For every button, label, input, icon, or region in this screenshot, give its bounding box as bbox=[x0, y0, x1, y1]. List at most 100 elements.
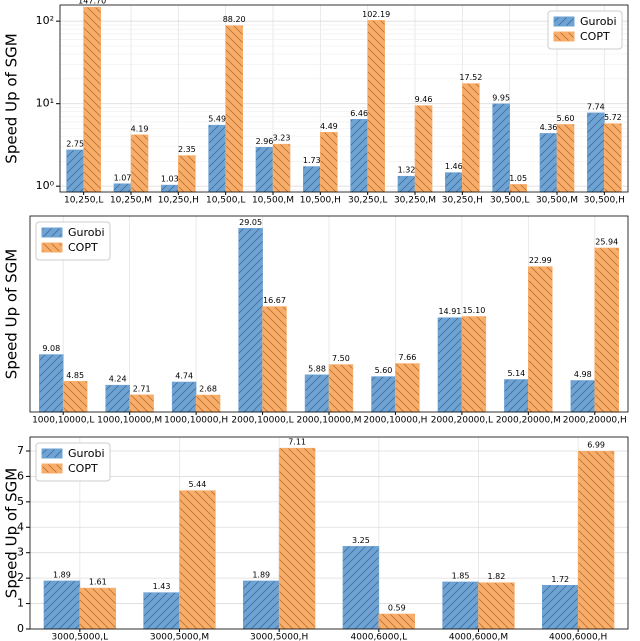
value-label: 5.72 bbox=[604, 113, 622, 122]
x-tick-label: 30,500,M bbox=[536, 196, 578, 206]
value-label: 1.43 bbox=[153, 582, 171, 591]
bar bbox=[414, 105, 433, 193]
bar bbox=[371, 376, 396, 413]
x-tick-label: 3000,5000,M bbox=[150, 633, 209, 641]
value-label: 6.99 bbox=[587, 441, 605, 450]
y-tick-label: 10⁰ bbox=[36, 179, 55, 192]
bar bbox=[39, 354, 64, 413]
value-label: 9.46 bbox=[415, 95, 433, 104]
x-tick-label: 10,500,M bbox=[252, 196, 294, 206]
legend-label: COPT bbox=[68, 241, 98, 254]
bar bbox=[478, 582, 515, 630]
legend-swatch bbox=[41, 463, 63, 474]
bar bbox=[238, 228, 263, 413]
x-tick-label: 10,500,L bbox=[206, 196, 245, 206]
bar bbox=[160, 184, 179, 193]
value-label: 4.85 bbox=[66, 371, 84, 380]
value-label: 2.35 bbox=[178, 145, 196, 154]
value-label: 3.25 bbox=[352, 536, 370, 545]
value-label: 15.10 bbox=[462, 306, 485, 315]
value-label: 17.52 bbox=[459, 73, 482, 82]
value-label: 4.49 bbox=[320, 122, 338, 131]
value-label: 1.82 bbox=[488, 572, 506, 581]
bar bbox=[378, 613, 416, 630]
x-tick-label: 30,250,L bbox=[348, 196, 387, 206]
value-label: 88.20 bbox=[223, 15, 246, 24]
bar bbox=[342, 546, 380, 630]
x-tick-label: 2000,10000,M bbox=[296, 416, 361, 426]
value-label: 25.94 bbox=[595, 237, 618, 246]
legend-label: Gurobi bbox=[68, 226, 105, 239]
bar bbox=[594, 247, 619, 413]
y-tick-label: 4 bbox=[17, 520, 24, 533]
plot-frame bbox=[29, 436, 629, 630]
x-tick-label: 10,250,M bbox=[110, 196, 152, 206]
value-label: 9.95 bbox=[492, 93, 510, 102]
bar bbox=[242, 580, 280, 630]
y-tick-label: 7 bbox=[17, 444, 24, 457]
bar bbox=[577, 450, 615, 630]
bar bbox=[195, 394, 221, 413]
bar bbox=[278, 447, 316, 630]
bar bbox=[105, 384, 130, 413]
legend-swatch bbox=[553, 16, 575, 27]
x-tick-label: 4000,6000,M bbox=[449, 633, 508, 641]
y-tick-label: 1 bbox=[17, 597, 24, 610]
x-tick-label: 4000,6000,H bbox=[549, 633, 607, 641]
value-label: 1.07 bbox=[114, 173, 132, 182]
y-tick-label: 3 bbox=[17, 546, 24, 559]
value-label: 1.32 bbox=[398, 166, 416, 175]
value-label: 102.19 bbox=[362, 10, 390, 19]
value-label: 1.03 bbox=[161, 175, 179, 184]
value-label: 6.46 bbox=[350, 109, 368, 118]
bar bbox=[208, 124, 226, 193]
x-tick-label: 10,500,H bbox=[300, 196, 341, 206]
value-label: 1.61 bbox=[89, 578, 107, 587]
bar bbox=[328, 364, 354, 413]
x-tick-label: 10,250,L bbox=[64, 196, 103, 206]
x-tick-label: 2000,20000,L bbox=[431, 416, 493, 426]
bar bbox=[320, 132, 338, 193]
value-label: 7.74 bbox=[587, 102, 605, 111]
legend-swatch bbox=[41, 242, 63, 253]
bar bbox=[350, 119, 368, 193]
bar bbox=[570, 380, 596, 413]
y-tick-label: 10² bbox=[36, 14, 54, 27]
bar bbox=[171, 381, 197, 413]
bar bbox=[143, 592, 180, 630]
value-label: 5.14 bbox=[507, 369, 525, 378]
bar bbox=[62, 381, 88, 413]
bar bbox=[367, 20, 386, 193]
bar bbox=[302, 166, 321, 193]
x-tick-label: 2000,10000,L bbox=[231, 416, 293, 426]
bar bbox=[43, 580, 81, 630]
x-tick-label: 30,250,M bbox=[394, 196, 436, 206]
value-label: 7.50 bbox=[332, 354, 350, 363]
value-label: 2.71 bbox=[133, 384, 151, 393]
value-label: 5.60 bbox=[375, 366, 393, 375]
bar bbox=[397, 175, 416, 193]
x-tick-label: 30,250,H bbox=[442, 196, 483, 206]
x-tick-label: 2000,20000,M bbox=[496, 416, 561, 426]
value-label: 16.67 bbox=[263, 296, 286, 305]
value-label: 4.19 bbox=[131, 124, 149, 133]
x-tick-label: 2000,20000,H bbox=[563, 416, 627, 426]
value-label: 4.98 bbox=[574, 370, 592, 379]
y-tick-label: 10¹ bbox=[36, 97, 54, 110]
bar bbox=[129, 394, 154, 413]
bar bbox=[492, 103, 510, 193]
x-tick-label: 10,250,H bbox=[158, 196, 199, 206]
value-label: 1.73 bbox=[303, 156, 321, 165]
value-label: 7.66 bbox=[398, 353, 416, 362]
bar bbox=[509, 184, 528, 193]
legend-swatch bbox=[41, 448, 63, 459]
y-axis-label: Speed Up of SGM bbox=[3, 249, 21, 379]
value-label: 7.11 bbox=[288, 438, 306, 447]
y-tick-label: 5 bbox=[17, 495, 24, 508]
y-tick-label: 2 bbox=[17, 571, 24, 584]
bar bbox=[272, 143, 291, 193]
value-label: 2.68 bbox=[199, 385, 217, 394]
legend-label: Gurobi bbox=[68, 447, 105, 460]
value-label: 4.36 bbox=[540, 123, 558, 132]
